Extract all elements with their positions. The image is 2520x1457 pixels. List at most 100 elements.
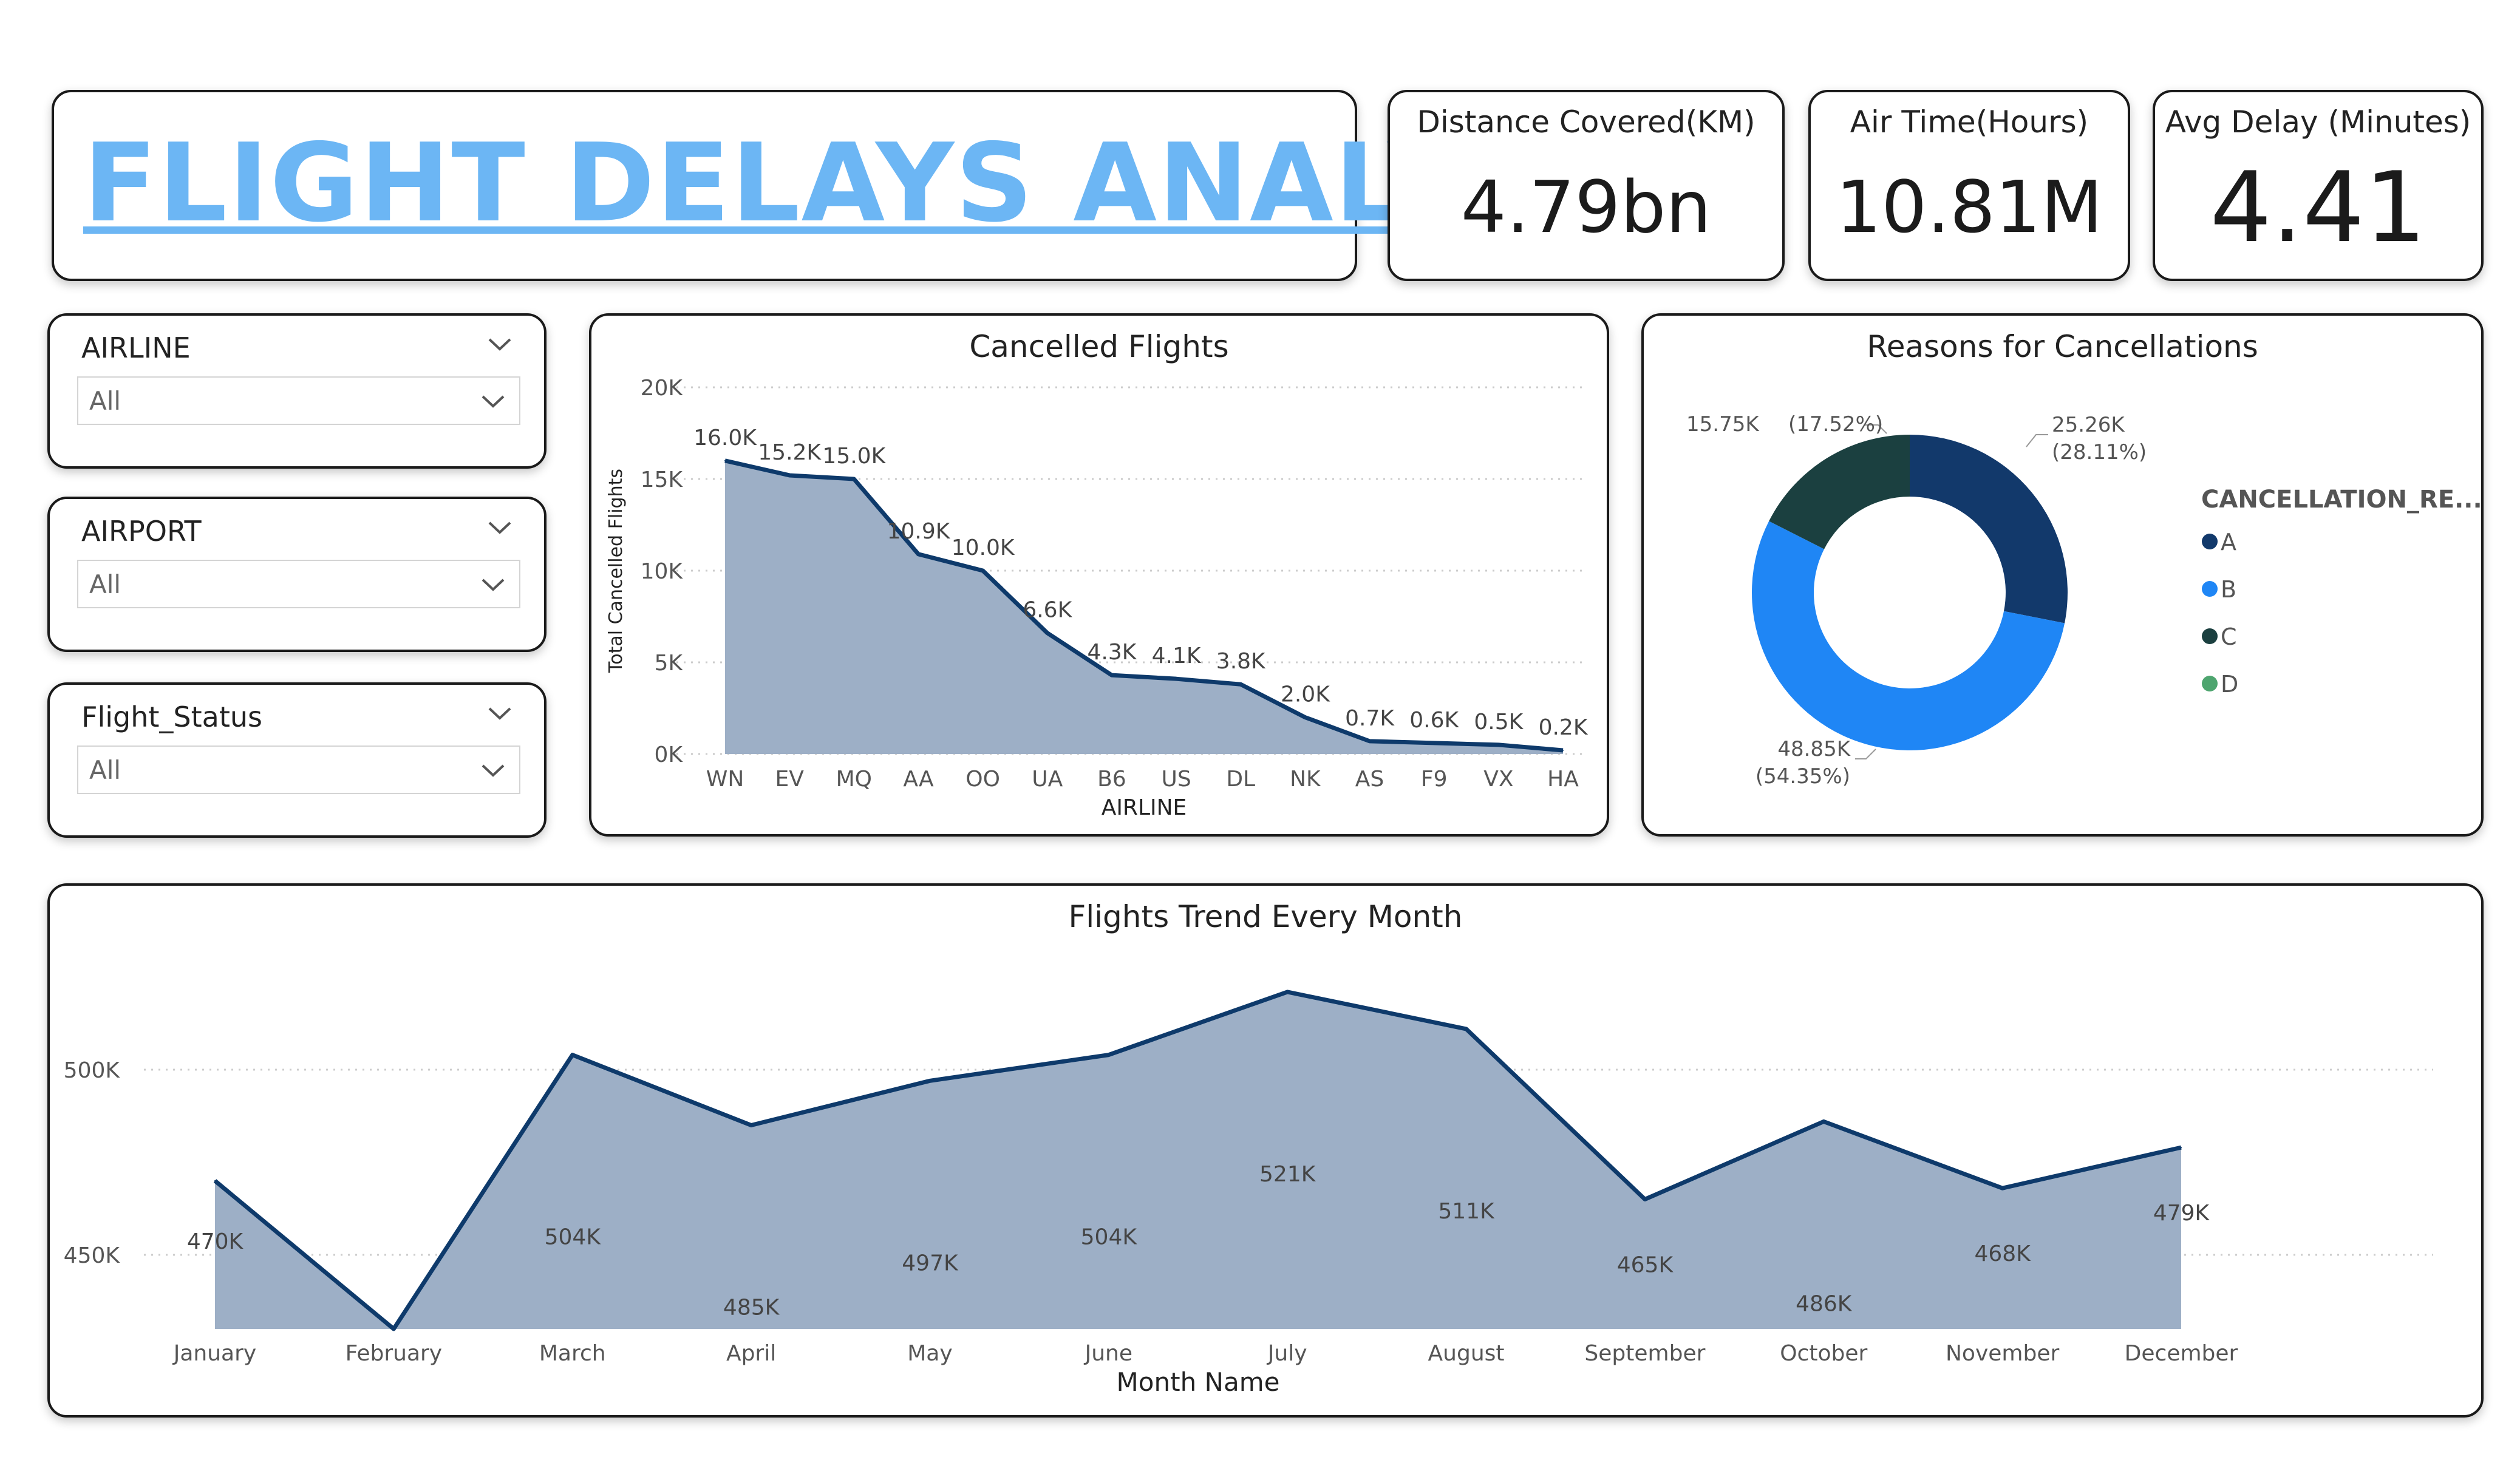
data-label: 3.8K bbox=[1216, 649, 1266, 674]
flight-status-dropdown[interactable]: All bbox=[77, 745, 520, 794]
x-tick-label: WN bbox=[706, 767, 744, 792]
kpi-avgdelay-card: Avg Delay (Minutes) 4.41 bbox=[2153, 90, 2484, 281]
chevron-down-icon[interactable] bbox=[485, 698, 515, 728]
data-label: 0.6K bbox=[1409, 708, 1459, 733]
reasons-donut-chart: 25.26K (28.11%) 48.85K (54.35%) 15.75K (17.52… bbox=[1686, 412, 2481, 789]
data-point bbox=[724, 460, 726, 461]
x-tick-label: February bbox=[346, 1341, 443, 1366]
cancelled-chart-title: Cancelled Flights bbox=[969, 329, 1229, 364]
kpi-avgdelay-value: 4.41 bbox=[2210, 151, 2426, 264]
data-point bbox=[982, 570, 984, 571]
flight-status-slicer[interactable]: Flight_Status All bbox=[47, 682, 547, 838]
series-line bbox=[724, 458, 1564, 753]
data-point bbox=[1108, 1054, 1109, 1056]
kpi-avgdelay-label: Avg Delay (Minutes) bbox=[2165, 104, 2471, 140]
data-label: 4.3K bbox=[1087, 640, 1137, 665]
chevron-down-icon[interactable] bbox=[478, 569, 508, 600]
airport-slicer[interactable]: AIRPORT All bbox=[47, 497, 547, 652]
x-tick-label: HA bbox=[1547, 767, 1579, 792]
y-tick-label: 0K bbox=[654, 742, 683, 767]
slice-percent-label: (54.35%) bbox=[1755, 764, 1850, 789]
x-tick-label: August bbox=[1428, 1341, 1505, 1366]
donut-slice-c bbox=[1769, 435, 1910, 549]
kpi-distance-value: 4.79bn bbox=[1460, 165, 1712, 249]
kpi-airtime-card: Air Time(Hours) 10.81M bbox=[1808, 90, 2130, 281]
y-tick-label: 20K bbox=[641, 376, 684, 401]
data-label: 4.1K bbox=[1152, 644, 1202, 668]
data-label: 470K bbox=[187, 1229, 244, 1254]
cancelled-flights-chart: 0K 5K 10K 15K 20K WN 16.0K EV 15.2K MQ 15.0K AA 10.9… bbox=[605, 376, 1589, 820]
donut-slice-a bbox=[1910, 435, 2068, 623]
x-tick-label: EV bbox=[775, 767, 804, 792]
y-tick-label: 500K bbox=[64, 1058, 121, 1083]
title-card: FLIGHT DELAYS ANALYSIS bbox=[52, 90, 1666, 281]
chevron-down-icon[interactable] bbox=[485, 512, 515, 543]
legend-marker bbox=[2202, 628, 2218, 644]
data-label: 0.5K bbox=[1474, 710, 1524, 735]
airline-slicer[interactable]: AIRLINE All bbox=[47, 313, 547, 469]
data-point bbox=[1304, 716, 1306, 718]
x-tick-label: May bbox=[907, 1341, 952, 1366]
data-point bbox=[1465, 1028, 1467, 1030]
donut-slice-b bbox=[1752, 521, 2065, 750]
data-point bbox=[1287, 991, 1289, 993]
data-label: 485K bbox=[723, 1296, 780, 1320]
data-label: 521K bbox=[1259, 1162, 1316, 1187]
x-tick-label: October bbox=[1780, 1341, 1867, 1366]
chevron-down-icon[interactable] bbox=[485, 329, 515, 359]
x-tick-label: OO bbox=[965, 767, 1000, 792]
slice-value-label: 48.85K bbox=[1777, 737, 1851, 761]
kpi-distance-card: Distance Covered(KM) 4.79bn bbox=[1388, 90, 1785, 281]
data-label: 479K bbox=[2153, 1201, 2210, 1226]
chevron-down-icon[interactable] bbox=[478, 755, 508, 786]
legend-marker bbox=[2202, 676, 2218, 691]
x-tick-label: July bbox=[1267, 1341, 1307, 1366]
data-label: 16.0K bbox=[693, 426, 757, 450]
data-label: 504K bbox=[1081, 1225, 1138, 1250]
data-label: 15.0K bbox=[822, 444, 886, 469]
slice-value-label: 25.26K bbox=[2052, 413, 2125, 437]
trend-chart: 450K 500K January 470K February March 504K Apri… bbox=[64, 990, 2433, 1397]
flight-status-dropdown-value: All bbox=[89, 755, 121, 785]
x-tick-label: January bbox=[172, 1341, 256, 1366]
data-label: 15.2K bbox=[758, 440, 822, 465]
x-tick-label: NK bbox=[1290, 767, 1321, 792]
reasons-chart-title: Reasons for Cancellations bbox=[1867, 329, 2258, 364]
data-point bbox=[571, 1054, 573, 1056]
legend-item: B bbox=[2221, 576, 2236, 603]
cancelled-flights-card: Cancelled Flights 0K 5K 10K 15K 20K WN 16.0K EV… bbox=[589, 313, 1609, 837]
data-label: 468K bbox=[1974, 1241, 2031, 1266]
area-fill bbox=[725, 460, 1563, 754]
data-point bbox=[393, 1328, 395, 1330]
x-axis-title: Month Name bbox=[1117, 1367, 1280, 1397]
reasons-card: Reasons for Cancellations 25.26K (28.11%)… bbox=[1641, 313, 2484, 837]
leader-line bbox=[2026, 434, 2048, 447]
airline-dropdown[interactable]: All bbox=[77, 376, 520, 425]
x-tick-label: June bbox=[1084, 1341, 1132, 1366]
y-tick-label: 450K bbox=[64, 1243, 121, 1268]
x-tick-label: DL bbox=[1226, 767, 1255, 792]
data-point bbox=[1240, 684, 1242, 685]
legend-marker bbox=[2202, 534, 2218, 549]
airline-dropdown-value: All bbox=[89, 386, 121, 416]
data-label: 10.9K bbox=[887, 519, 951, 544]
x-tick-label: September bbox=[1584, 1341, 1705, 1366]
x-tick-label: AA bbox=[903, 767, 934, 792]
data-label: 504K bbox=[545, 1225, 602, 1250]
airport-dropdown[interactable]: All bbox=[77, 560, 520, 608]
leader-line bbox=[1865, 424, 1887, 434]
x-tick-label: December bbox=[2125, 1341, 2238, 1366]
flight-status-slicer-label: Flight_Status bbox=[81, 701, 262, 733]
data-point bbox=[1497, 744, 1499, 745]
data-label: 497K bbox=[902, 1251, 959, 1275]
kpi-airtime-value: 10.81M bbox=[1836, 165, 2103, 249]
trend-card: Flights Trend Every Month 450K 500K Januar… bbox=[47, 883, 2484, 1418]
trend-chart-title: Flights Trend Every Month bbox=[1068, 899, 1463, 934]
y-tick-label: 5K bbox=[654, 651, 683, 676]
legend-title: CANCELLATION_RE... bbox=[2201, 486, 2481, 514]
y-tick-label: 10K bbox=[641, 559, 684, 584]
legend-item: C bbox=[2221, 623, 2237, 650]
data-point bbox=[2181, 1147, 2182, 1149]
chevron-down-icon[interactable] bbox=[478, 386, 508, 416]
legend-item: D bbox=[2221, 671, 2238, 698]
